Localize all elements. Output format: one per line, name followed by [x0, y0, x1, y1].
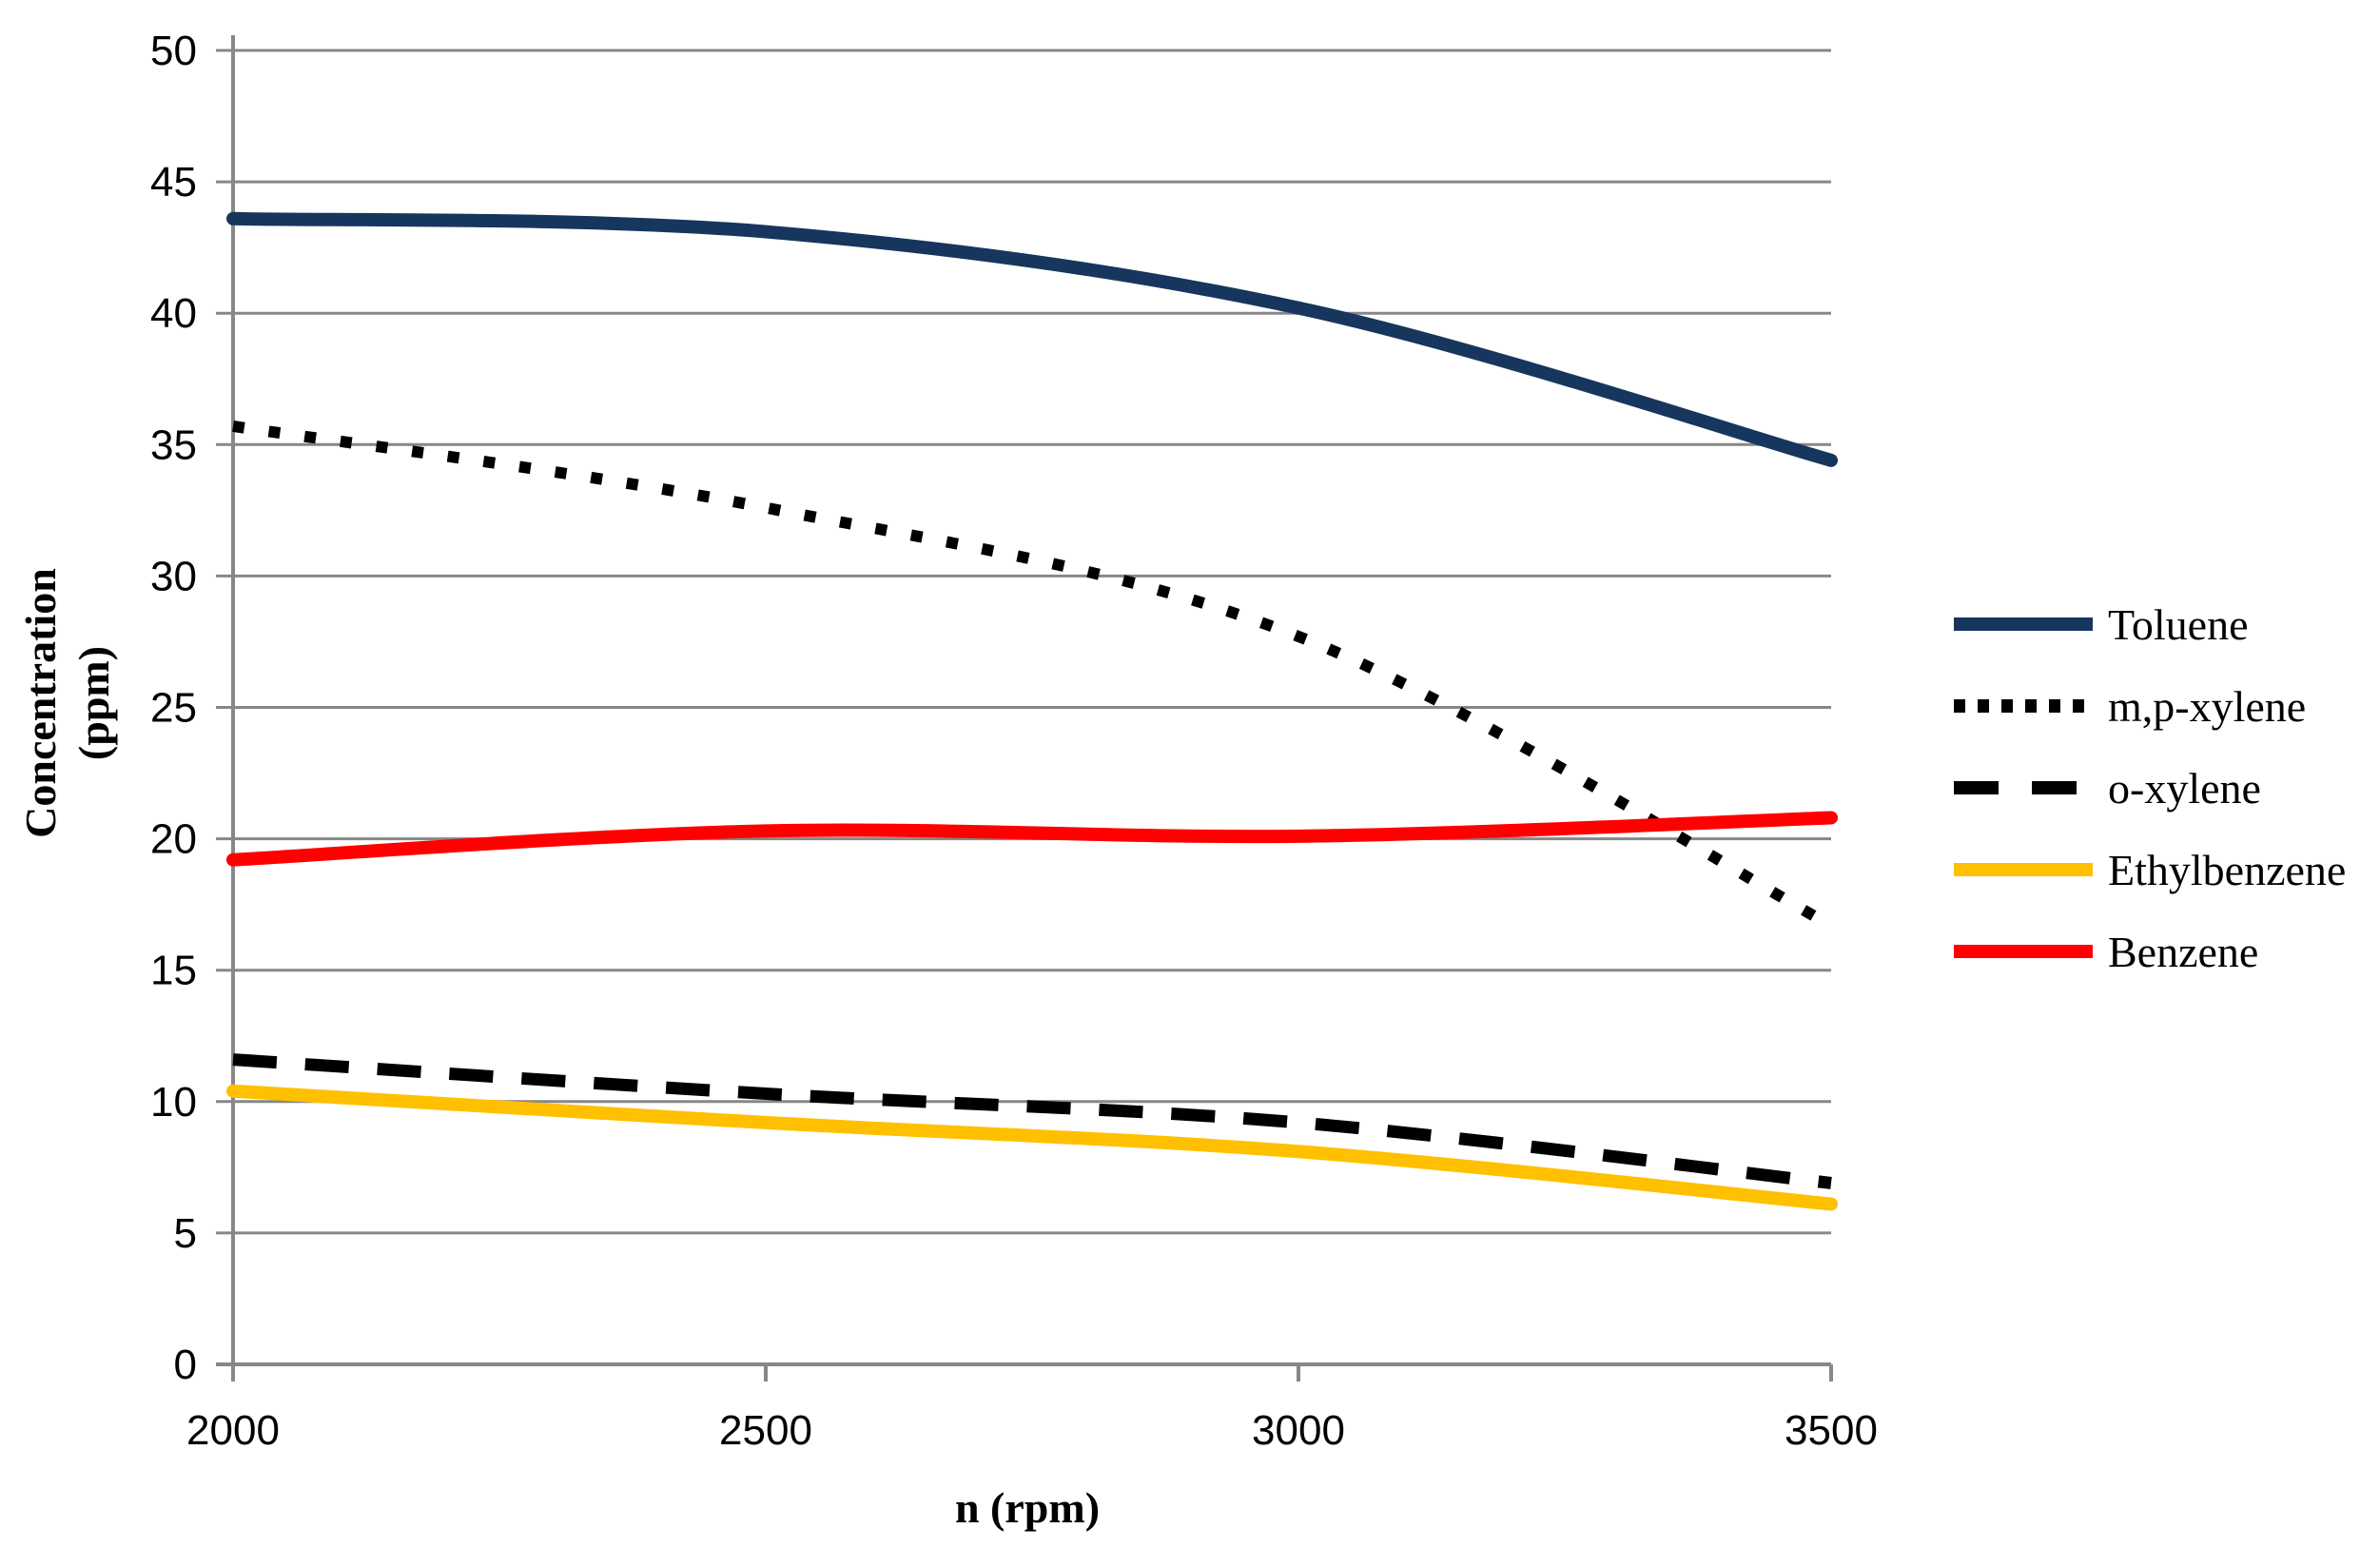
x-axis-title: n (rpm) [954, 1483, 1101, 1532]
y-axis-title: Concentration (ppm) [14, 465, 121, 941]
legend-item-benzene: Benzene [1952, 927, 2346, 976]
y-tick-label-50: 50 [150, 28, 197, 74]
series-line-m-p-xylene [232, 421, 1834, 931]
y-tick-label-20: 20 [150, 816, 197, 863]
legend-item-toluene: Toluene [1952, 599, 2346, 649]
y-tick-label-35: 35 [150, 421, 197, 468]
legend-swatch-ethylbenzene [1954, 863, 2093, 876]
y-tick-label-15: 15 [150, 948, 197, 994]
legend-swatch-benzene [1954, 945, 2093, 958]
x-tick-label-2500: 2500 [719, 1407, 812, 1454]
gridlines [216, 49, 1831, 1366]
series-line-benzene [226, 811, 1838, 867]
y-tick-label-25: 25 [150, 685, 197, 732]
y-axis-title-line1: Concentration [16, 568, 65, 838]
legend-label-toluene: Toluene [2108, 599, 2249, 649]
series-line-o-xylene [232, 1053, 1832, 1189]
x-tick-label-3000: 3000 [1252, 1407, 1345, 1454]
legend-label-o-xylene: o-xylene [2108, 763, 2261, 813]
y-tick-label-10: 10 [150, 1079, 197, 1126]
legend-label-benzene: Benzene [2108, 927, 2259, 976]
y-tick-label-5: 5 [174, 1210, 197, 1257]
x-ticks: 2000 2500 3000 3500 [186, 1364, 1878, 1454]
legend-item-ethylbenzene: Ethylbenzene [1952, 845, 2347, 894]
series-line-toluene [226, 211, 1838, 467]
y-tick-labels: 0 5 10 15 20 25 30 35 40 45 50 [150, 28, 197, 1388]
legend: Toluene m,p-xylene o-xylene Ethylbenzene Ben… [1952, 599, 2347, 1010]
y-tick-label-40: 40 [150, 290, 197, 337]
series-lines [226, 211, 1838, 1211]
series-line-ethylbenzene [226, 1084, 1838, 1211]
y-tick-label-0: 0 [174, 1342, 197, 1388]
legend-label-ethylbenzene: Ethylbenzene [2108, 845, 2347, 894]
y-tick-label-45: 45 [150, 159, 197, 206]
y-axis-title-line2: (ppm) [69, 645, 118, 761]
legend-swatch-o-xylene [1954, 781, 2093, 794]
legend-item-o-xylene: o-xylene [1952, 763, 2346, 813]
x-tick-label-2000: 2000 [186, 1407, 280, 1454]
legend-label-m-p-xylene: m,p-xylene [2108, 681, 2307, 731]
y-tick-label-30: 30 [150, 553, 197, 599]
legend-swatch-m-p-xylene [1954, 699, 2093, 713]
legend-swatch-toluene [1954, 617, 2093, 631]
legend-item-m-p-xylene: m,p-xylene [1952, 681, 2346, 731]
x-tick-label-3500: 3500 [1785, 1407, 1878, 1454]
